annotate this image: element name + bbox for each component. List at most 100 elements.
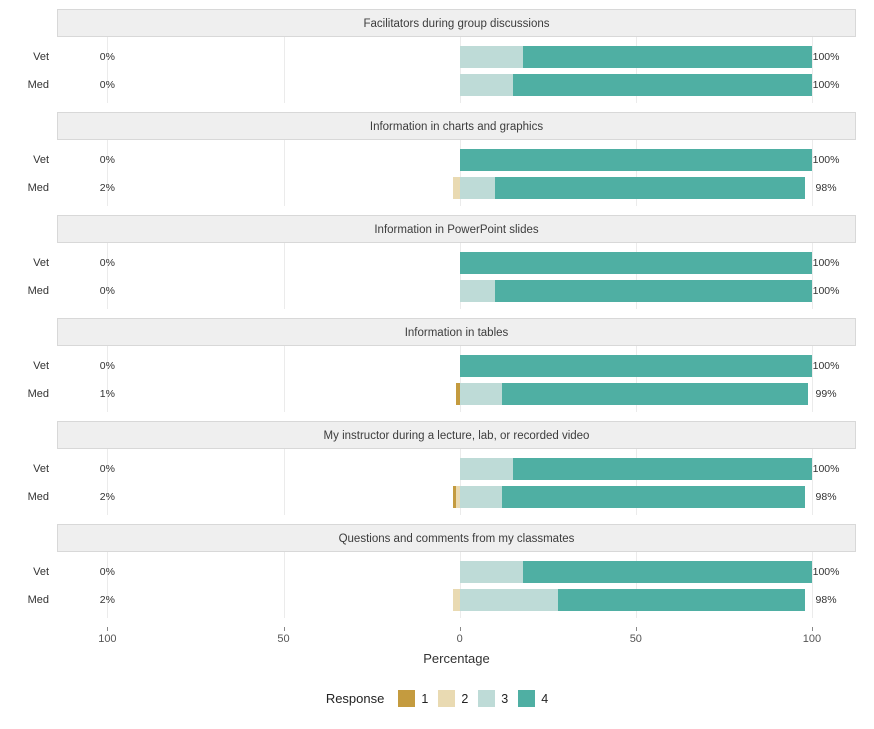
facet-title-strip: My instructor during a lecture, lab, or …	[57, 421, 856, 449]
bar-segment-3	[459, 458, 513, 480]
right-value-label: 98%	[815, 182, 837, 194]
gridline	[283, 37, 285, 103]
gridline	[811, 346, 813, 412]
legend-label: 4	[541, 691, 549, 706]
bar-segment-3	[459, 177, 495, 199]
x-axis-title: Percentage	[423, 651, 490, 666]
gridline	[459, 37, 461, 103]
gridline	[283, 243, 285, 309]
bar-segment-4	[501, 486, 805, 508]
right-value-label: 98%	[815, 491, 837, 503]
right-value-label: 100%	[812, 360, 840, 372]
gridline	[635, 243, 637, 309]
legend-item: 2	[438, 690, 468, 707]
left-value-label: 0%	[99, 154, 115, 166]
axis-tick-mark	[283, 627, 285, 631]
axis-tick-mark	[635, 627, 637, 631]
facet-panel: Facilitators during group discussions Vet…	[28, 9, 856, 103]
gridline	[107, 140, 109, 206]
right-value-label: 100%	[812, 154, 840, 166]
gridline	[811, 449, 813, 515]
right-value-label: 100%	[812, 566, 840, 578]
legend-item: 3	[478, 690, 508, 707]
row-label: Vet	[33, 51, 49, 63]
right-value-label: 99%	[815, 388, 837, 400]
row-label: Vet	[33, 566, 49, 578]
gridline	[811, 140, 813, 206]
row-label: Vet	[33, 463, 49, 475]
bar-segment-4	[459, 355, 812, 377]
facet-plot: Vet 0% 100% Med 0% 100%	[28, 243, 856, 309]
facet-panel: Information in charts and graphics Vet 0% 1…	[28, 112, 856, 206]
legend-entries: 1 2 3 4	[398, 690, 548, 707]
facet-plot: Vet 0% 100% Med 2% 98%	[28, 140, 856, 206]
bar-segment-2	[452, 589, 460, 611]
bar-segment-4	[523, 46, 812, 68]
bar-segment-3	[459, 589, 559, 611]
left-value-label: 2%	[99, 594, 115, 606]
right-value-label: 100%	[812, 463, 840, 475]
facet-title: Facilitators during group discussions	[363, 18, 550, 30]
facet-title: Questions and comments from my classmate…	[338, 533, 575, 545]
gridline	[459, 346, 461, 412]
row-label: Vet	[33, 257, 49, 269]
left-value-label: 1%	[99, 388, 115, 400]
left-value-label: 0%	[99, 463, 115, 475]
facet-panel: My instructor during a lecture, lab, or …	[28, 421, 856, 515]
gridline	[283, 552, 285, 618]
bar-segment-4	[512, 458, 812, 480]
panels-container: Facilitators during group discussions Vet…	[0, 9, 874, 618]
facet-plot: Vet 0% 100% Med 0% 100%	[28, 37, 856, 103]
facet-title-strip: Questions and comments from my classmate…	[57, 524, 856, 552]
left-value-label: 0%	[99, 257, 115, 269]
row-label: Med	[27, 594, 49, 606]
row-label: Vet	[33, 154, 49, 166]
axis-tick-label: 50	[629, 633, 642, 645]
axis-tick-label: 100	[802, 633, 822, 645]
bar-segment-4	[501, 383, 809, 405]
bar-segment-4	[459, 252, 812, 274]
legend-swatch-2	[438, 690, 456, 707]
bar-segment-4	[494, 177, 805, 199]
bar-segment-3	[459, 46, 524, 68]
axis-tick-label: 0	[456, 633, 463, 645]
legend: Response 1 2 3 4	[0, 690, 874, 707]
gridline	[459, 140, 461, 206]
gridline	[635, 449, 637, 515]
facet-panel: Information in PowerPoint slides Vet 0% 100…	[28, 215, 856, 309]
row-label: Vet	[33, 360, 49, 372]
left-value-label: 2%	[99, 491, 115, 503]
right-value-label: 98%	[815, 594, 837, 606]
gridline	[107, 37, 109, 103]
left-value-label: 0%	[99, 285, 115, 297]
bar-segment-3	[459, 383, 502, 405]
left-value-label: 0%	[99, 51, 115, 63]
left-value-label: 0%	[99, 566, 115, 578]
axis-tick-mark	[459, 627, 461, 631]
legend-item: 1	[398, 690, 428, 707]
gridline	[107, 346, 109, 412]
bar-segment-1	[452, 486, 457, 508]
left-value-label: 2%	[99, 182, 115, 194]
facet-panel: Questions and comments from my classmate…	[28, 524, 856, 618]
facet-title: My instructor during a lecture, lab, or …	[323, 430, 590, 442]
legend-item: 4	[518, 690, 548, 707]
row-label: Med	[27, 182, 49, 194]
bar-segment-4	[459, 149, 812, 171]
facet-plot: Vet 0% 100% Med 2% 98%	[28, 552, 856, 618]
gridline	[811, 243, 813, 309]
facet-plot: Vet 0% 100% Med 1% 99%	[28, 346, 856, 412]
legend-swatch-1	[398, 690, 416, 707]
legend-title: Response	[325, 691, 385, 706]
gridline	[459, 552, 461, 618]
bar-segment-2	[452, 177, 460, 199]
gridline	[107, 449, 109, 515]
bar-segment-4	[494, 280, 812, 302]
facet-title: Information in tables	[404, 327, 509, 339]
facet-title: Information in PowerPoint slides	[374, 224, 539, 236]
row-label: Med	[27, 285, 49, 297]
gridline	[283, 449, 285, 515]
facet-plot: Vet 0% 100% Med 2% 98%	[28, 449, 856, 515]
gridline	[811, 37, 813, 103]
